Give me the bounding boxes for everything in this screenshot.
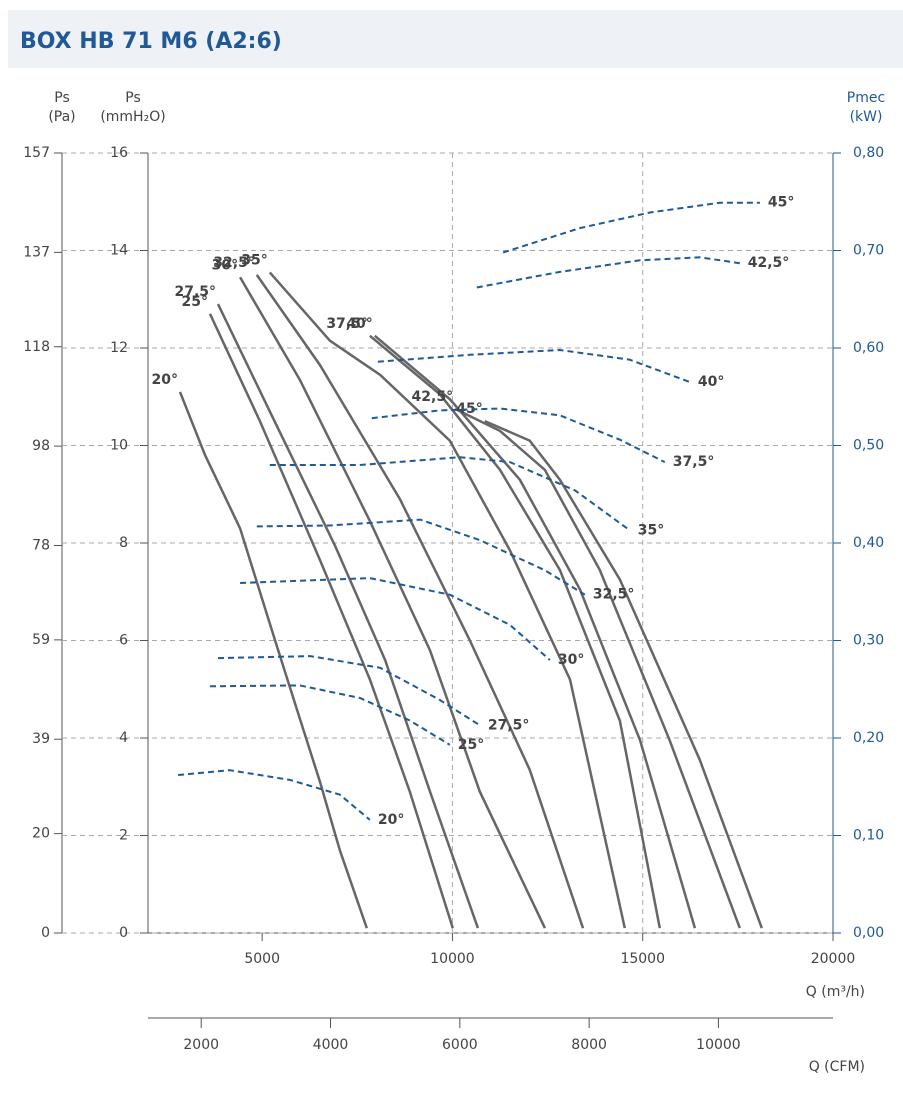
- curve-label: 20°: [151, 372, 177, 388]
- y2-tick-label: 0,80: [853, 145, 884, 161]
- series-line: [454, 407, 741, 929]
- curve-label: 25°: [182, 294, 208, 310]
- curve-label: 37,5°: [326, 316, 368, 332]
- y2-tick-label: 0,60: [853, 340, 884, 356]
- x2-tick-label: 10000: [696, 1037, 741, 1053]
- x-tick-label: 15000: [620, 951, 665, 967]
- series-line: [178, 769, 371, 821]
- series-line: [209, 684, 451, 746]
- series-line: [476, 256, 740, 289]
- curve-label: 37,5°: [673, 454, 715, 470]
- y2-tick-label: 0,30: [853, 633, 884, 649]
- axis-title: Q (CFM): [809, 1059, 865, 1075]
- y3-tick-label: 0: [41, 925, 50, 941]
- y2-tick-label: 0,70: [853, 243, 884, 259]
- series-line: [269, 456, 631, 532]
- chart-title: BOX HB 71 M6 (A2:6): [20, 29, 282, 54]
- curve-label: 27,5°: [488, 717, 530, 733]
- series-line: [377, 348, 691, 384]
- curve-label: 30°: [212, 257, 238, 273]
- series-line: [371, 407, 666, 463]
- curve-label: 27,5°: [174, 284, 216, 300]
- axis-title: Ps: [125, 90, 141, 106]
- y2-tick-label: 0,50: [853, 438, 884, 454]
- y-tick-label: 10: [110, 438, 128, 454]
- y-tick-label: 16: [110, 145, 128, 161]
- y3-tick-label: 59: [32, 632, 50, 648]
- series-line: [502, 201, 760, 254]
- curve-label: 45°: [768, 195, 794, 211]
- curve-label: 35°: [241, 252, 267, 268]
- curve-label: 32,5°: [593, 587, 635, 603]
- y2-tick-label: 0,40: [853, 535, 884, 551]
- series-line: [255, 274, 585, 929]
- y3-tick-label: 98: [32, 438, 50, 454]
- axis-title: Ps: [54, 90, 70, 106]
- y2-tick-label: 0,10: [853, 828, 884, 844]
- y3-tick-label: 39: [32, 731, 50, 747]
- x2-tick-label: 4000: [313, 1037, 349, 1053]
- y-tick-label: 2: [119, 828, 128, 844]
- x2-tick-label: 6000: [442, 1037, 478, 1053]
- curve-label: 25°: [458, 737, 484, 753]
- series-line: [240, 577, 551, 661]
- curve-label: 30°: [558, 652, 584, 668]
- y-tick-label: 0: [119, 925, 128, 941]
- series-line: [216, 303, 480, 929]
- series-line: [268, 271, 627, 929]
- series-line: [484, 419, 763, 929]
- curve-label: 35°: [638, 522, 664, 538]
- y3-tick-label: 118: [23, 339, 50, 355]
- y-tick-label: 4: [119, 730, 128, 746]
- curve-label: 42,5°: [748, 255, 790, 271]
- axis-unit: (kW): [850, 109, 883, 125]
- x-tick-label: 10000: [430, 951, 475, 967]
- axis-unit: (mmH₂O): [100, 109, 165, 125]
- curve-label: 42,5°: [412, 389, 454, 405]
- y-tick-label: 14: [110, 243, 128, 259]
- axis-unit: (Pa): [48, 109, 75, 125]
- series-line: [217, 655, 481, 727]
- curve-label: 20°: [378, 812, 404, 828]
- y2-tick-label: 0,20: [853, 730, 884, 746]
- series-line: [256, 518, 586, 596]
- y-tick-label: 12: [110, 340, 128, 356]
- series-line: [208, 313, 454, 929]
- y2-tick-label: 0,00: [853, 925, 884, 941]
- x-tick-label: 20000: [811, 951, 856, 967]
- title-bar: [8, 10, 903, 68]
- series-line: [239, 276, 547, 929]
- y-tick-label: 8: [119, 535, 128, 551]
- x2-tick-label: 8000: [571, 1037, 607, 1053]
- y3-tick-label: 78: [32, 537, 50, 553]
- curve-label: 40°: [698, 374, 724, 390]
- y3-tick-label: 157: [23, 145, 50, 161]
- series-line: [373, 334, 697, 929]
- x-tick-label: 5000: [244, 951, 280, 967]
- y-tick-label: 6: [119, 633, 128, 649]
- curve-label: 45°: [456, 401, 482, 417]
- series-line: [178, 391, 368, 929]
- y3-tick-label: 137: [23, 244, 50, 260]
- curve-label: 40°: [346, 316, 372, 332]
- x2-tick-label: 2000: [183, 1037, 219, 1053]
- y3-tick-label: 20: [32, 826, 50, 842]
- axis-title: Q (m³/h): [806, 984, 865, 1000]
- series-line: [369, 334, 662, 929]
- axis-title: Pmec: [847, 90, 885, 106]
- curve-label: 32,5°: [213, 255, 255, 271]
